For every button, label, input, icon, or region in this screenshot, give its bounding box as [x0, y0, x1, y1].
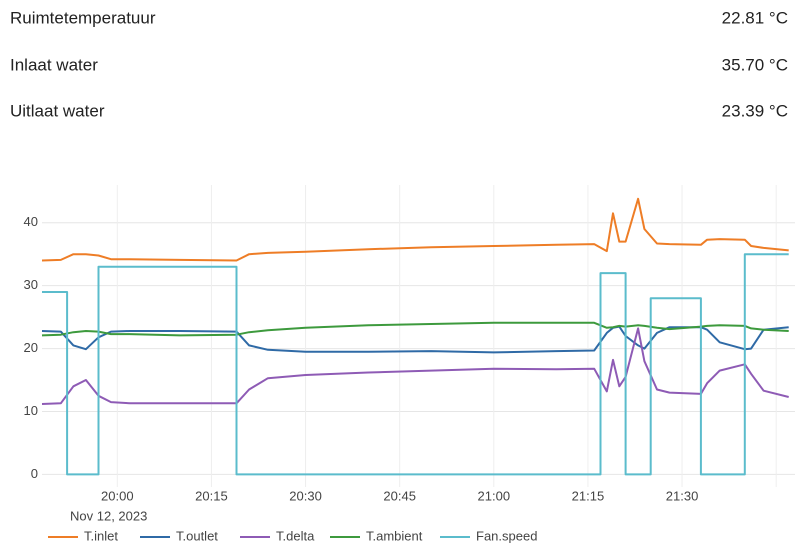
legend-label: T.outlet — [176, 528, 218, 543]
readout-label: Ruimtetemperatuur — [10, 8, 156, 27]
legend-label: T.ambient — [366, 528, 423, 543]
x-tick-label: 20:45 — [383, 488, 416, 503]
x-tick-label: 21:15 — [572, 488, 605, 503]
y-tick-label: 0 — [31, 466, 38, 481]
series-line — [41, 325, 789, 354]
x-tick-label: 21:00 — [478, 488, 511, 503]
series-line — [42, 253, 789, 476]
series-line — [41, 197, 789, 262]
x-tick-label: 20:00 — [101, 488, 134, 503]
y-tick-label: 40 — [24, 214, 38, 229]
y-tick-label: 20 — [24, 340, 38, 355]
readout-label: Inlaat water — [10, 55, 98, 74]
readout-value: 23.39 °C — [722, 101, 788, 120]
x-tick-label: 20:15 — [195, 488, 228, 503]
series-line — [41, 321, 789, 337]
series-line — [41, 327, 789, 405]
legend-label: T.delta — [276, 528, 315, 543]
x-tick-label: 21:30 — [666, 488, 699, 503]
y-tick-label: 10 — [24, 403, 38, 418]
readout-value: 22.81 °C — [722, 8, 788, 27]
y-tick-label: 30 — [24, 277, 38, 292]
x-tick-label: 20:30 — [289, 488, 322, 503]
readout-label: Uitlaat water — [10, 101, 105, 120]
legend-label: Fan.speed — [476, 528, 537, 543]
readout-value: 35.70 °C — [722, 55, 788, 74]
x-date-label: Nov 12, 2023 — [70, 508, 147, 523]
legend-label: T.inlet — [84, 528, 118, 543]
